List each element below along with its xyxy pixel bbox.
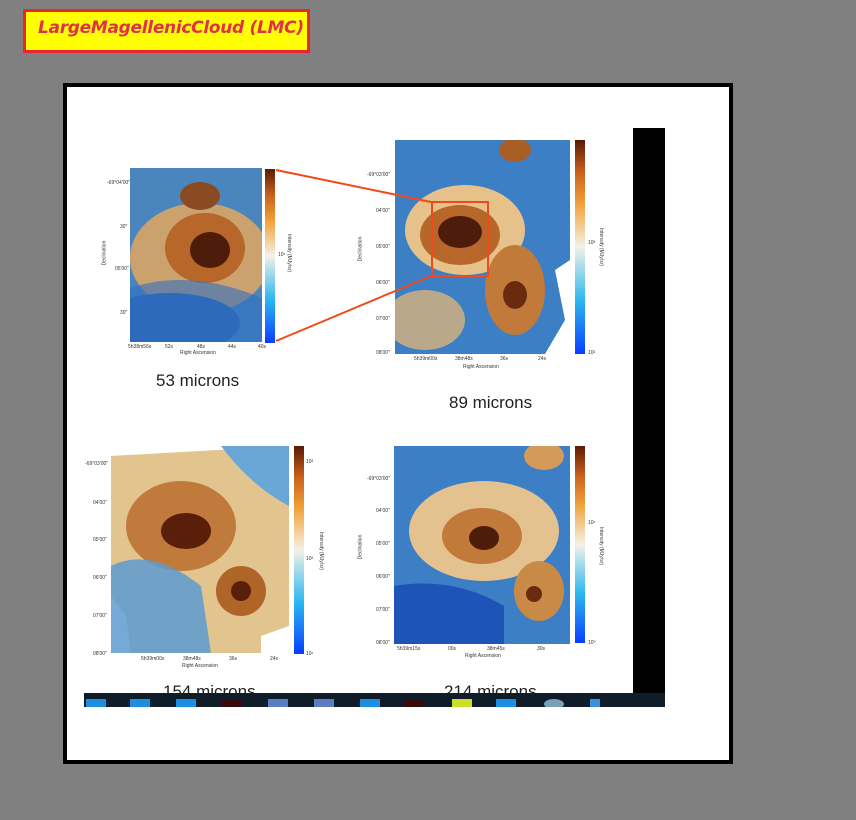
ra-tick: 5h39m15s xyxy=(397,646,421,652)
cbar-label: Intensity (MJy/sr) xyxy=(286,233,293,273)
page-title: LargeMagellenicCloud (LMC) xyxy=(38,18,304,38)
cbar-label: Intensity (MJy/sr) xyxy=(318,531,325,571)
dec-tick: 04'00" xyxy=(376,208,390,214)
dust-map-154 xyxy=(111,446,289,653)
ra-tick: 48s xyxy=(197,344,206,350)
dec-tick: 08'00" xyxy=(93,651,107,657)
y-axis-label: Declination xyxy=(357,534,364,560)
black-bar xyxy=(633,128,665,706)
cbar-tick: 10¹ xyxy=(588,520,596,526)
colorbar-154 xyxy=(294,446,304,654)
cbar-tick: 10¹ xyxy=(306,651,314,657)
ra-tick: 5h38m56s xyxy=(128,344,152,350)
dec-tick: 05'00" xyxy=(115,266,129,272)
y-axis-label: Declination xyxy=(357,236,364,262)
folder-icon[interactable] xyxy=(130,699,150,707)
x-axis-label: Right Ascension xyxy=(463,364,499,370)
folder-icon[interactable] xyxy=(176,699,196,707)
ra-tick: 38m45s xyxy=(487,646,505,652)
dec-tick: -69°03'00" xyxy=(85,461,109,467)
ra-tick: 24s xyxy=(270,656,279,662)
dec-tick: -69°03'00" xyxy=(367,172,391,178)
dust-map-53 xyxy=(130,168,262,342)
cbar-label: Intensity (MJy/sr) xyxy=(598,227,605,267)
ra-tick: 30s xyxy=(537,646,546,652)
media-icon[interactable] xyxy=(222,699,242,707)
x-axis-label: Right Ascension xyxy=(465,653,501,659)
dec-tick: 06'00" xyxy=(376,280,390,286)
dec-tick: 30" xyxy=(120,310,128,316)
colorbar-214 xyxy=(575,446,585,643)
dec-tick: 05'00" xyxy=(376,244,390,250)
cbar-tick: 10¹ xyxy=(278,252,286,258)
cbar-tick: 10³ xyxy=(306,459,314,465)
dec-tick: 05'00" xyxy=(93,537,107,543)
colorbar-53 xyxy=(265,169,275,343)
window-icon[interactable] xyxy=(314,699,334,707)
dec-tick: 30" xyxy=(120,224,128,230)
zoom-region-box xyxy=(431,201,489,277)
ra-tick: 52s xyxy=(165,344,174,350)
dec-tick: 07'00" xyxy=(376,316,390,322)
cbar-label: Intensity (MJy/sr) xyxy=(598,526,605,566)
ra-tick: 36s xyxy=(500,356,509,362)
dec-tick: 04'00" xyxy=(376,508,390,514)
dec-tick: -69°03'00" xyxy=(367,476,391,482)
dec-tick: 08'00" xyxy=(376,350,390,356)
cbar-tick: 10² xyxy=(588,350,596,356)
x-axis-label: Right Ascension xyxy=(180,350,216,356)
folder-icon[interactable] xyxy=(496,699,516,707)
dec-tick: 07'00" xyxy=(93,613,107,619)
dec-tick: 05'00" xyxy=(376,541,390,547)
x-axis-label: Right Ascension xyxy=(182,663,218,669)
ra-tick: 5h39m00s xyxy=(141,656,165,662)
ra-tick: 38m48s xyxy=(183,656,201,662)
taskbar xyxy=(84,693,665,707)
title-banner: LargeMagellenicCloud (LMC) xyxy=(23,9,310,53)
dec-tick: 06'00" xyxy=(93,575,107,581)
dec-tick: 04'00" xyxy=(93,500,107,506)
tool-icon[interactable] xyxy=(590,699,600,707)
ra-tick: 24s xyxy=(538,356,547,362)
ra-tick: 38m48s xyxy=(455,356,473,362)
ra-tick: 44s xyxy=(228,344,237,350)
app-icon[interactable] xyxy=(452,699,472,707)
dec-tick: 08'00" xyxy=(376,640,390,646)
y-axis-label: Declination xyxy=(101,240,108,266)
ra-tick: 40s xyxy=(258,344,267,350)
dec-tick: 07'00" xyxy=(376,607,390,613)
caption-89: 89 microns xyxy=(449,393,533,412)
dec-tick: -69°04'00" xyxy=(107,180,131,186)
window-icon[interactable] xyxy=(268,699,288,707)
ra-tick: 36s xyxy=(229,656,238,662)
media-icon[interactable] xyxy=(404,699,424,707)
ra-tick: 5h39m00s xyxy=(414,356,438,362)
ra-tick: 00s xyxy=(448,646,457,652)
folder-icon[interactable] xyxy=(360,699,380,707)
caption-53: 53 microns xyxy=(156,371,240,390)
globe-icon[interactable] xyxy=(544,699,564,707)
colorbar-89 xyxy=(575,140,585,354)
cbar-tick: 10³ xyxy=(588,240,596,246)
folder-icon[interactable] xyxy=(86,699,106,707)
cbar-tick: 10⁰ xyxy=(588,640,596,646)
cbar-tick: 10² xyxy=(306,556,314,562)
dec-tick: 06'00" xyxy=(376,574,390,580)
dust-map-214 xyxy=(394,446,570,644)
